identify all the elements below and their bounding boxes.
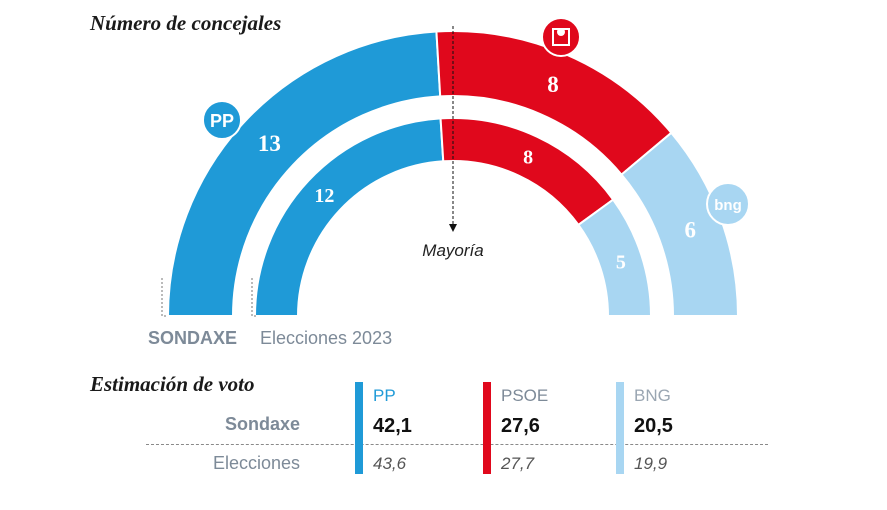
- party-elecciones-value: 19,9: [634, 454, 668, 473]
- sondaxe-bracket: [161, 278, 168, 317]
- majority-arrow-icon: [449, 224, 457, 232]
- ring-label-elecciones: Elecciones 2023: [260, 328, 392, 348]
- seat-label-pp: 13: [258, 131, 281, 156]
- party-elecciones-value: 27,7: [501, 454, 535, 473]
- row-label-sondaxe: Sondaxe: [224, 414, 300, 434]
- party-sondaxe-value: 27,6: [501, 415, 540, 437]
- party-sondaxe-value: 42,1: [373, 415, 412, 437]
- ring-label-sondaxe: SONDAXE: [148, 328, 237, 348]
- party-color-bar: [616, 382, 624, 474]
- segment-bng: [620, 131, 740, 317]
- party-color-bar: [355, 382, 363, 474]
- segment-bng: [577, 198, 653, 317]
- party-name: PSOE: [501, 386, 549, 405]
- inner-ring-elecciones: [253, 117, 653, 317]
- seat-label-pp: 12: [314, 185, 334, 207]
- party-name: BNG: [634, 386, 671, 405]
- svg-text:bng: bng: [714, 197, 742, 214]
- pp-logo-icon: PP: [202, 100, 242, 140]
- seat-label-bng: 6: [685, 218, 697, 243]
- svg-text:PP: PP: [210, 111, 234, 131]
- party-name: PP: [373, 386, 396, 405]
- hemicycle-chart: 13 8 6 12 8 5 Mayoría SONDAXE Elecciones 202…: [148, 17, 750, 348]
- elecciones-bracket: [251, 278, 258, 317]
- vote-table-title: Estimación de voto: [90, 372, 255, 396]
- table-divider: [146, 444, 768, 445]
- party-sondaxe-value: 20,5: [634, 415, 673, 437]
- seat-label-psoe: 8: [523, 146, 533, 168]
- row-label-elecciones: Elecciones: [212, 453, 300, 473]
- seats-chart-title: Número de concejales: [90, 11, 282, 35]
- party-color-bar: [483, 382, 491, 474]
- bng-logo-icon: bng: [706, 182, 750, 226]
- psoe-logo-icon: [541, 17, 581, 57]
- party-elecciones-value: 43,6: [373, 454, 407, 473]
- outer-ring-sondaxe: [166, 30, 740, 317]
- seat-label-bng: 5: [616, 251, 626, 273]
- majority-label: Mayoría: [422, 241, 483, 260]
- seat-label-psoe: 8: [547, 72, 559, 97]
